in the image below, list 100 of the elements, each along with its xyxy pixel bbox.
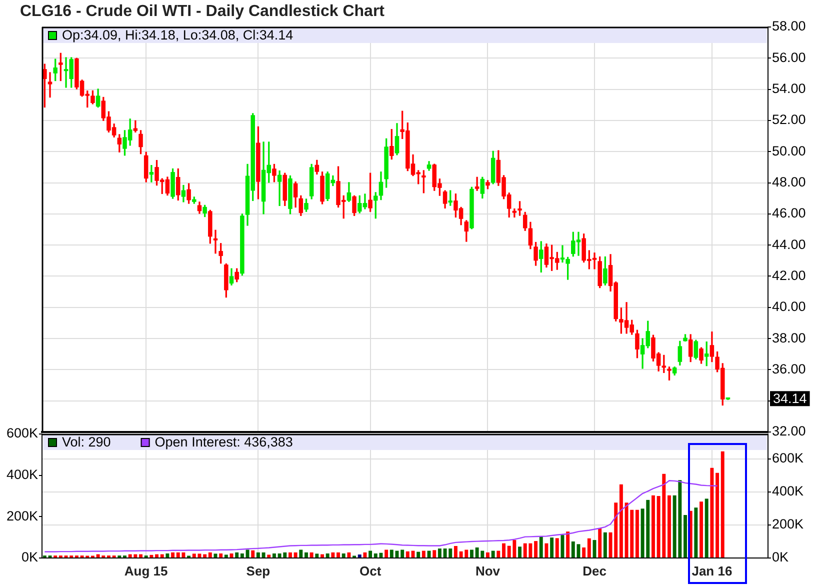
y-tick-label: 52.00 <box>772 112 806 128</box>
bar <box>491 550 495 558</box>
legend-label: Vol: 290 <box>62 434 111 450</box>
bar <box>235 552 239 558</box>
text: 34.14 <box>773 390 808 406</box>
bar <box>262 552 266 558</box>
bar <box>720 451 724 558</box>
bar <box>320 554 324 558</box>
bar <box>603 532 607 558</box>
x-tick-label: Jan 16 <box>692 563 732 578</box>
bar <box>571 541 575 558</box>
bar <box>139 554 142 558</box>
bar <box>363 552 367 558</box>
bar <box>288 552 292 558</box>
bar <box>438 548 442 558</box>
y-tick-label: 400K <box>6 467 38 482</box>
bar <box>214 554 218 558</box>
y-tick-label: 56.00 <box>772 50 806 65</box>
bar <box>219 553 223 558</box>
bar <box>304 552 308 558</box>
bar <box>619 484 623 558</box>
bar <box>684 515 687 558</box>
bar <box>267 554 271 558</box>
bar <box>150 554 154 558</box>
bar <box>694 508 698 558</box>
bar <box>240 553 244 558</box>
bar <box>587 538 591 558</box>
bar <box>171 552 175 558</box>
candlestick <box>213 230 218 254</box>
bar <box>668 495 671 558</box>
bar <box>251 550 255 558</box>
bar <box>166 553 170 558</box>
bar <box>555 538 559 558</box>
bar <box>155 554 159 558</box>
bar <box>342 553 346 558</box>
y-tick-label: 42.00 <box>772 268 806 283</box>
y-tick-label: 50.00 <box>772 143 806 158</box>
candlestick <box>512 208 517 218</box>
bar <box>422 550 426 558</box>
bar <box>534 541 538 558</box>
bar <box>704 498 708 558</box>
bar <box>331 552 335 558</box>
bar <box>539 536 543 558</box>
x-tick-label: Oct <box>359 563 382 578</box>
bar <box>256 552 260 558</box>
bar <box>310 552 314 558</box>
bar <box>203 554 207 558</box>
candlestick <box>277 170 282 206</box>
chart-title: CLG16 - Crude Oil WTI - Daily Candlestick Chart <box>20 3 385 21</box>
bar <box>384 550 388 558</box>
bar <box>427 550 431 558</box>
bar <box>550 538 554 558</box>
x-tick-label: Sep <box>246 563 270 578</box>
y-tick-label: 200K <box>6 508 38 524</box>
bar <box>566 532 570 558</box>
bar <box>598 528 602 558</box>
bar <box>416 552 420 558</box>
bar <box>246 550 250 558</box>
x-tick-label: Dec <box>582 563 606 578</box>
bar <box>294 552 298 558</box>
bar <box>315 554 319 558</box>
bar <box>635 510 639 558</box>
y-tick-label: 38.00 <box>772 330 806 346</box>
bar <box>224 554 228 558</box>
y-tick-label: 40.00 <box>772 299 806 314</box>
y-tick-label: 600K <box>6 426 38 441</box>
bar <box>651 495 655 558</box>
bar <box>299 550 303 558</box>
bar <box>544 543 548 558</box>
y-tick-label: 32.00 <box>772 424 806 439</box>
bar <box>208 552 212 558</box>
bar <box>326 553 330 558</box>
bar <box>700 502 704 558</box>
bar <box>358 554 362 558</box>
bar <box>470 550 474 558</box>
bar <box>582 547 586 558</box>
x-tick-label: Nov <box>475 563 501 578</box>
bar <box>336 552 340 558</box>
y-tick-label: 0K <box>21 550 38 565</box>
bar <box>496 550 500 558</box>
y-tick-label: 58.00 <box>772 18 806 34</box>
bar <box>272 553 276 558</box>
bar <box>432 550 436 558</box>
bar <box>710 468 714 558</box>
legend-label: Op:34.09, Hi:34.18, Lo:34.08, Cl:34.14 <box>62 28 294 43</box>
y-tick-label: 44.00 <box>772 236 806 252</box>
bar <box>347 552 351 558</box>
bar <box>518 546 522 558</box>
bar <box>454 546 458 558</box>
bar <box>406 551 410 558</box>
x-tick-label: Aug 15 <box>124 563 168 578</box>
y-tick-label: 48.00 <box>772 174 806 190</box>
y-tick-label: 36.00 <box>772 361 806 376</box>
bar <box>368 550 372 558</box>
candlestick <box>48 72 52 98</box>
bar <box>716 472 720 558</box>
bar <box>560 535 564 558</box>
bar <box>486 552 490 558</box>
candlestick <box>474 176 480 191</box>
y-tick-label: 46.00 <box>772 206 806 221</box>
